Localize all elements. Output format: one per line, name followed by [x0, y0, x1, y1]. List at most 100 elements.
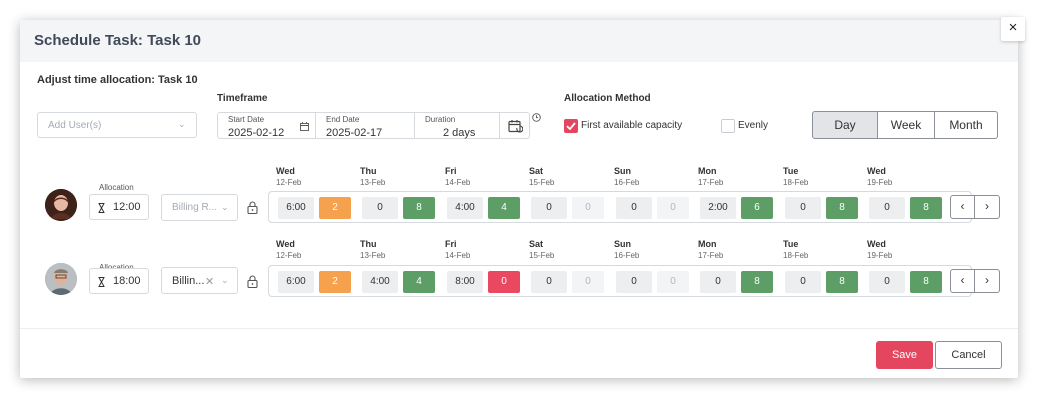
billing-role-select[interactable]: Billing R... ⌄ — [161, 194, 238, 221]
prev-week-button[interactable]: ‹ — [950, 269, 975, 293]
day-date: 12-Feb — [276, 178, 302, 187]
allocation-hours-input[interactable]: 8 — [403, 197, 435, 219]
day-date: 15-Feb — [529, 251, 555, 260]
allocation-hours-input[interactable]: 2 — [319, 271, 351, 293]
allocation-hours-input[interactable]: 8 — [826, 197, 858, 219]
calendar-sync-button[interactable] — [499, 112, 530, 139]
end-date-label: End Date — [326, 115, 360, 124]
add-user-select[interactable]: Add User(s) ⌄ — [37, 112, 197, 138]
save-button[interactable]: Save — [876, 341, 933, 369]
day-name: Sat — [529, 239, 544, 249]
view-toggle: Day Week Month — [812, 111, 998, 139]
add-user-placeholder: Add User(s) — [48, 120, 102, 131]
day-date: 17-Feb — [698, 251, 724, 260]
start-date-value: 2025-02-12 — [228, 127, 285, 139]
billing-role-select[interactable]: Billin... ✕ ⌄ — [161, 267, 238, 294]
day-name: Wed — [867, 166, 886, 176]
capacity-cell: 0 — [531, 271, 567, 293]
allocation-hours-input[interactable]: 0 — [657, 271, 689, 293]
duration-label: Duration — [425, 115, 456, 124]
capacity-cell: 4:00 — [362, 271, 398, 293]
next-week-button[interactable]: › — [975, 269, 1000, 293]
view-day-button[interactable]: Day — [812, 111, 878, 139]
allocation-hours-input[interactable]: 0 — [572, 271, 604, 293]
prev-week-button[interactable]: ‹ — [950, 195, 975, 219]
calendar-icon[interactable] — [300, 122, 309, 131]
cancel-button[interactable]: Cancel — [935, 341, 1002, 369]
capacity-cell: 0 — [785, 197, 821, 219]
start-date-field[interactable]: Start Date 2025-02-12 — [217, 112, 316, 139]
capacity-cell: 6:00 — [278, 197, 314, 219]
capacity-cell: 0 — [616, 197, 652, 219]
capacity-cell: 4:00 — [447, 197, 483, 219]
chevron-down-icon: ⌄ — [178, 119, 186, 129]
user-avatar-1 — [45, 189, 77, 221]
allocation-label: Allocation — [99, 263, 134, 272]
allocation-hours-input[interactable]: 8 — [826, 271, 858, 293]
day-name: Fri — [445, 239, 457, 249]
capacity-cell: 6:00 — [278, 271, 314, 293]
lock-icon[interactable] — [247, 201, 258, 214]
calendar-sync-icon — [508, 120, 523, 133]
duration-field[interactable]: Duration 2 days — [414, 112, 500, 139]
first-available-checkbox[interactable] — [564, 119, 578, 133]
allocation-hours-input[interactable]: 8 — [910, 197, 942, 219]
day-name: Tue — [783, 239, 799, 249]
footer-divider — [20, 328, 1018, 329]
allocation-hours-input[interactable]: 8 — [741, 271, 773, 293]
chevron-down-icon: ⌄ — [221, 275, 229, 285]
modal-header: Schedule Task: Task 10 — [20, 20, 1018, 62]
start-date-label: Start Date — [228, 115, 265, 124]
view-month-button[interactable]: Month — [935, 111, 998, 139]
allocation-hours-input[interactable]: 0 — [572, 197, 604, 219]
allocation-strip: 6:00 2 0 8 4:00 4 0 0 0 0 2:00 6 0 8 0 8 — [268, 191, 972, 223]
allocation-hours-input[interactable]: 2 — [319, 197, 351, 219]
billing-role-value: Billin... — [172, 275, 205, 287]
hourglass-icon — [98, 203, 105, 213]
hourglass-icon — [98, 277, 105, 287]
day-name: Sun — [614, 166, 631, 176]
allocation-hours-input[interactable]: 0 — [488, 271, 520, 293]
allocation-label: Allocation — [99, 183, 134, 192]
next-week-button[interactable]: › — [975, 195, 1000, 219]
allocation-hours-input[interactable]: 0 — [657, 197, 689, 219]
allocation-input[interactable]: 18:00 — [89, 268, 149, 294]
day-date: 13-Feb — [360, 178, 386, 187]
evenly-checkbox[interactable] — [721, 119, 735, 133]
end-date-field[interactable]: End Date 2025-02-17 — [315, 112, 415, 139]
allocation-value: 12:00 — [113, 201, 141, 213]
chevron-down-icon: ⌄ — [221, 202, 229, 212]
allocation-hours-input[interactable]: 6 — [741, 197, 773, 219]
day-name: Thu — [360, 239, 377, 249]
avatar-image — [45, 263, 77, 295]
day-name: Wed — [276, 166, 295, 176]
day-name: Fri — [445, 166, 457, 176]
clear-icon[interactable]: ✕ — [205, 276, 215, 288]
avatar-image — [45, 189, 77, 221]
allocation-value: 18:00 — [113, 275, 141, 287]
allocation-hours-input[interactable]: 8 — [910, 271, 942, 293]
modal-title: Schedule Task: Task 10 — [34, 32, 202, 49]
day-name: Mon — [698, 166, 717, 176]
allocation-input[interactable]: 12:00 — [89, 194, 149, 220]
day-date: 13-Feb — [360, 251, 386, 260]
day-date: 18-Feb — [783, 178, 809, 187]
capacity-cell: 0 — [869, 271, 905, 293]
day-name: Sat — [529, 166, 544, 176]
day-name: Thu — [360, 166, 377, 176]
clock-icon — [532, 113, 541, 122]
allocation-hours-input[interactable]: 4 — [488, 197, 520, 219]
capacity-cell: 8:00 — [447, 271, 483, 293]
view-week-button[interactable]: Week — [878, 111, 935, 139]
week-navigation: ‹ › — [950, 269, 1000, 293]
check-icon — [566, 122, 576, 131]
day-name: Mon — [698, 239, 717, 249]
lock-icon[interactable] — [247, 275, 258, 288]
allocation-hours-input[interactable]: 4 — [403, 271, 435, 293]
close-icon: × — [1008, 19, 1018, 36]
capacity-cell: 0 — [700, 271, 736, 293]
allocation-subtitle: Adjust time allocation: Task 10 — [37, 74, 198, 86]
capacity-cell: 2:00 — [700, 197, 736, 219]
close-button[interactable]: × — [1001, 17, 1025, 41]
day-date: 19-Feb — [867, 178, 893, 187]
